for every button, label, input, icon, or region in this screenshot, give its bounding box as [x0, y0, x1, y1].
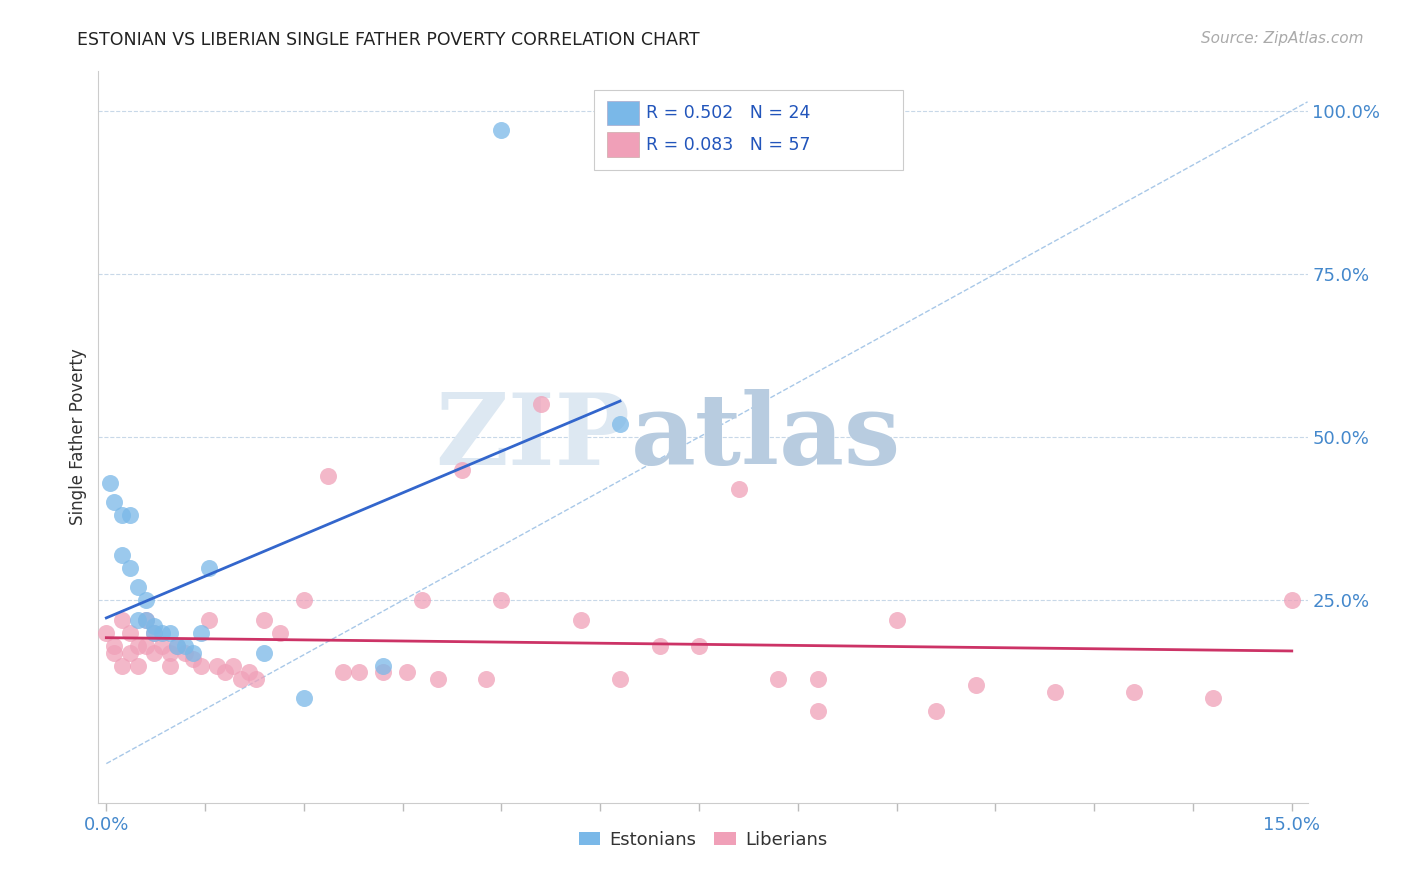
- Point: [118, 508, 141, 523]
- Point: [190, 626, 212, 640]
- Point: [347, 665, 370, 680]
- Point: [609, 417, 631, 431]
- Point: [118, 646, 141, 660]
- Point: [96, 626, 118, 640]
- Point: [111, 613, 134, 627]
- Point: [166, 639, 188, 653]
- Point: [166, 639, 188, 653]
- Point: [1281, 593, 1303, 607]
- Point: [925, 705, 948, 719]
- Point: [807, 705, 830, 719]
- Point: [98, 475, 121, 490]
- Point: [569, 613, 592, 627]
- Point: [648, 639, 671, 653]
- Point: [292, 593, 315, 607]
- Text: ZIP: ZIP: [436, 389, 630, 485]
- Text: R = 0.083   N = 57: R = 0.083 N = 57: [647, 136, 811, 153]
- Point: [238, 665, 260, 680]
- Point: [1122, 685, 1144, 699]
- Point: [205, 658, 228, 673]
- Point: [111, 658, 134, 673]
- Point: [474, 672, 496, 686]
- Point: [222, 658, 245, 673]
- Point: [807, 672, 830, 686]
- Point: [491, 593, 513, 607]
- Point: [118, 626, 141, 640]
- Point: [127, 580, 149, 594]
- Text: Source: ZipAtlas.com: Source: ZipAtlas.com: [1201, 31, 1364, 46]
- Legend: Estonians, Liberians: Estonians, Liberians: [571, 823, 835, 856]
- Point: [530, 397, 553, 411]
- Point: [1043, 685, 1066, 699]
- FancyBboxPatch shape: [607, 132, 638, 157]
- FancyBboxPatch shape: [607, 101, 638, 126]
- Point: [395, 665, 418, 680]
- Point: [688, 639, 710, 653]
- Point: [269, 626, 291, 640]
- Point: [127, 639, 149, 653]
- Point: [198, 613, 221, 627]
- Point: [150, 626, 173, 640]
- Point: [766, 672, 789, 686]
- Point: [135, 613, 157, 627]
- Point: [159, 658, 181, 673]
- Point: [135, 613, 157, 627]
- Point: [181, 652, 204, 666]
- Point: [174, 639, 197, 653]
- Point: [965, 678, 987, 692]
- Point: [111, 508, 134, 523]
- Point: [159, 646, 181, 660]
- Point: [135, 639, 157, 653]
- Point: [292, 691, 315, 706]
- Point: [229, 672, 252, 686]
- Point: [103, 646, 125, 660]
- Point: [142, 619, 165, 633]
- Point: [245, 672, 267, 686]
- Text: R = 0.502   N = 24: R = 0.502 N = 24: [647, 104, 810, 122]
- Point: [103, 495, 125, 509]
- Y-axis label: Single Father Poverty: Single Father Poverty: [69, 349, 87, 525]
- Point: [491, 123, 513, 137]
- Point: [142, 646, 165, 660]
- Text: atlas: atlas: [630, 389, 901, 485]
- Point: [427, 672, 450, 686]
- Point: [316, 469, 339, 483]
- Point: [1202, 691, 1225, 706]
- Point: [332, 665, 354, 680]
- Point: [127, 658, 149, 673]
- Point: [103, 639, 125, 653]
- Point: [609, 672, 631, 686]
- Point: [727, 483, 749, 497]
- FancyBboxPatch shape: [595, 90, 903, 170]
- Point: [411, 593, 433, 607]
- Point: [159, 626, 181, 640]
- Point: [371, 658, 394, 673]
- Point: [253, 646, 276, 660]
- Point: [118, 560, 141, 574]
- Point: [127, 613, 149, 627]
- Point: [111, 548, 134, 562]
- Point: [371, 665, 394, 680]
- Point: [135, 593, 157, 607]
- Text: ESTONIAN VS LIBERIAN SINGLE FATHER POVERTY CORRELATION CHART: ESTONIAN VS LIBERIAN SINGLE FATHER POVER…: [77, 31, 700, 49]
- Point: [174, 646, 197, 660]
- Point: [142, 626, 165, 640]
- Point: [181, 646, 204, 660]
- Point: [886, 613, 908, 627]
- Point: [190, 658, 212, 673]
- Point: [150, 639, 173, 653]
- Point: [451, 463, 474, 477]
- Point: [214, 665, 236, 680]
- Point: [253, 613, 276, 627]
- Point: [198, 560, 221, 574]
- Point: [142, 626, 165, 640]
